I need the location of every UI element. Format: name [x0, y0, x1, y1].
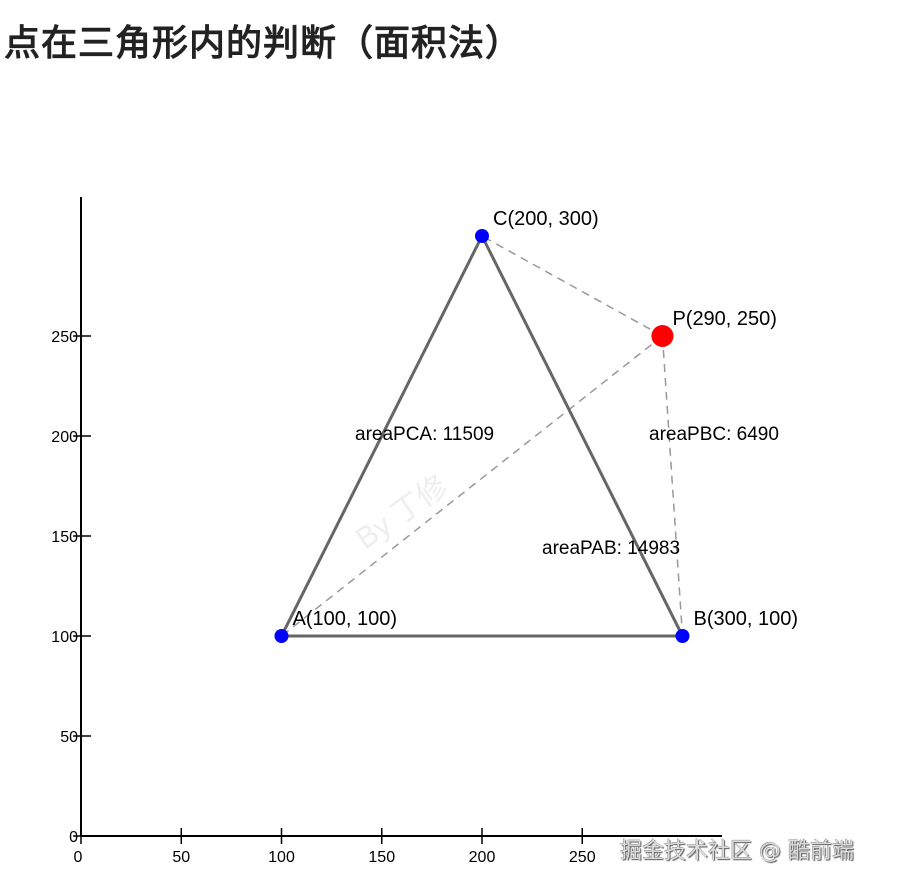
dashed-line-PA	[281, 335, 663, 637]
site-watermark: 掘金技术社区 @ 酷前端	[620, 839, 854, 864]
x-tick-label: 0	[74, 849, 83, 866]
x-tick-label: 50	[172, 849, 190, 866]
vertex-C	[475, 229, 489, 243]
point-label-P: P(290, 250)	[672, 308, 777, 330]
point-P	[651, 325, 674, 347]
vertex-A	[274, 629, 289, 643]
vertex-label-B: B(300, 100)	[694, 608, 799, 630]
x-tick-label: 250	[569, 849, 596, 866]
x-tick-label: 100	[268, 849, 295, 866]
triangle-abc	[279, 232, 685, 638]
page-title: 点在三角形内的判断（面积法）	[4, 23, 523, 64]
y-tick-label: 200	[51, 429, 78, 446]
y-tick-label: 150	[51, 529, 78, 546]
dashed-line-PB	[661, 335, 684, 637]
x-tick-label: 150	[368, 849, 395, 866]
vertex-B	[675, 629, 690, 643]
y-tick-label: 0	[69, 829, 78, 846]
y-tick-label: 250	[51, 329, 78, 346]
y-tick-label: 100	[51, 629, 78, 646]
area-label-areaPAB: areaPAB: 14983	[542, 538, 680, 559]
y-tick-label: 50	[60, 729, 78, 746]
vertex-label-A: A(100, 100)	[293, 608, 398, 630]
x-tick-label: 200	[469, 849, 496, 866]
dashed-line-PC	[481, 235, 663, 337]
vertex-label-C: C(200, 300)	[493, 208, 599, 230]
area-label-areaPBC: areaPBC: 6490	[649, 424, 779, 445]
area-label-areaPCA: areaPCA: 11509	[355, 424, 494, 445]
